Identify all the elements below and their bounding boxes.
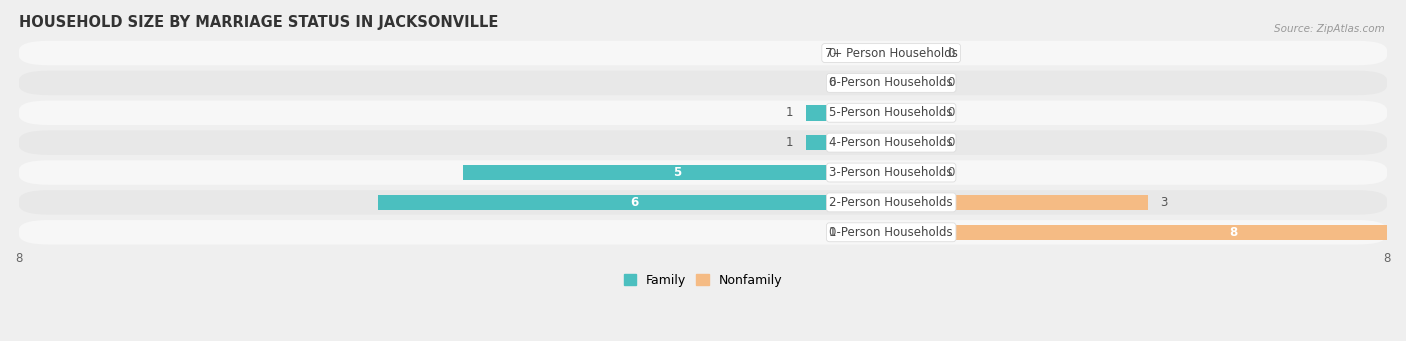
Text: 0: 0 xyxy=(946,106,955,119)
FancyBboxPatch shape xyxy=(18,41,1388,65)
FancyBboxPatch shape xyxy=(18,71,1388,95)
Bar xyxy=(891,135,934,150)
Text: 2-Person Households: 2-Person Households xyxy=(830,196,953,209)
Bar xyxy=(848,45,891,61)
Text: 3: 3 xyxy=(1160,196,1168,209)
Legend: Family, Nonfamily: Family, Nonfamily xyxy=(624,274,782,287)
Bar xyxy=(891,165,934,180)
Bar xyxy=(891,195,1147,210)
Text: 6: 6 xyxy=(630,196,638,209)
Bar xyxy=(891,45,934,61)
Bar xyxy=(848,75,891,91)
Text: 7+ Person Households: 7+ Person Households xyxy=(825,46,957,60)
Text: 0: 0 xyxy=(946,136,955,149)
Text: 0: 0 xyxy=(946,166,955,179)
Text: Source: ZipAtlas.com: Source: ZipAtlas.com xyxy=(1274,24,1385,34)
Text: 5: 5 xyxy=(673,166,682,179)
FancyBboxPatch shape xyxy=(18,160,1388,185)
Text: 0: 0 xyxy=(828,226,835,239)
Text: 1-Person Households: 1-Person Households xyxy=(830,226,953,239)
Bar xyxy=(891,224,1406,240)
Text: 8: 8 xyxy=(1229,226,1237,239)
Text: HOUSEHOLD SIZE BY MARRIAGE STATUS IN JACKSONVILLE: HOUSEHOLD SIZE BY MARRIAGE STATUS IN JAC… xyxy=(18,15,498,30)
Text: 4-Person Households: 4-Person Households xyxy=(830,136,953,149)
Text: 5-Person Households: 5-Person Households xyxy=(830,106,953,119)
FancyBboxPatch shape xyxy=(18,220,1388,244)
Bar xyxy=(848,224,891,240)
FancyBboxPatch shape xyxy=(18,130,1388,155)
Bar xyxy=(806,135,891,150)
Text: 1: 1 xyxy=(786,136,793,149)
Bar xyxy=(891,105,934,121)
Bar xyxy=(378,195,891,210)
Text: 1: 1 xyxy=(786,106,793,119)
FancyBboxPatch shape xyxy=(18,190,1388,214)
Text: 0: 0 xyxy=(828,46,835,60)
Text: 0: 0 xyxy=(946,76,955,89)
Bar xyxy=(806,105,891,121)
Text: 6-Person Households: 6-Person Households xyxy=(830,76,953,89)
Bar xyxy=(464,165,891,180)
Text: 0: 0 xyxy=(828,76,835,89)
Text: 3-Person Households: 3-Person Households xyxy=(830,166,953,179)
Bar xyxy=(891,75,934,91)
FancyBboxPatch shape xyxy=(18,101,1388,125)
Text: 0: 0 xyxy=(946,46,955,60)
